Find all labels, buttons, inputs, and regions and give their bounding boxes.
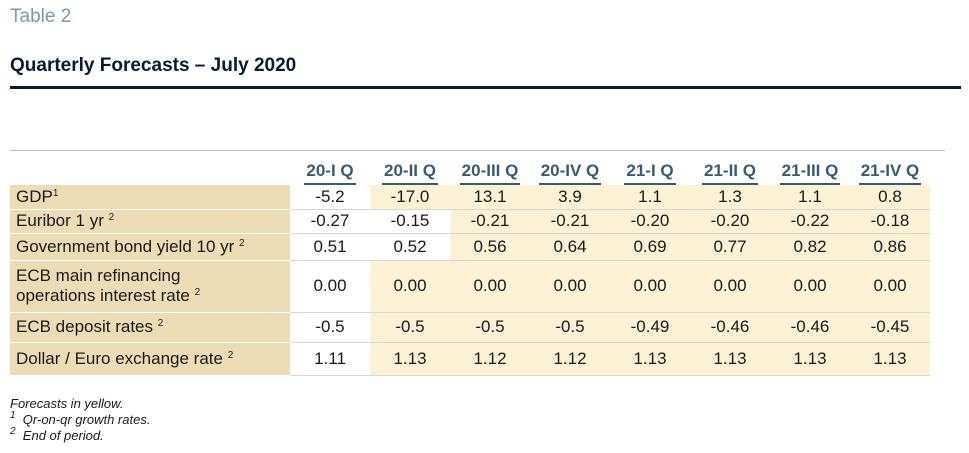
table-cell: 3.9: [530, 185, 610, 210]
table-cell: 0.51: [290, 233, 370, 261]
table-row: Euribor 1 yr 2 -0.27 -0.15 -0.21 -0.21 -…: [10, 209, 930, 234]
table-row: GDP1 -5.2 -17.0 13.1 3.9 1.1 1.3 1.1 0.8: [10, 185, 930, 210]
table-cell: -17.0: [370, 185, 450, 210]
column-header: 20-III Q: [450, 155, 530, 185]
column-header: 20-IV Q: [530, 155, 610, 185]
table-cell: 0.52: [370, 233, 450, 261]
table-cell: -0.5: [450, 312, 530, 343]
table-cell: 0.77: [690, 233, 770, 261]
table-cell: 0.00: [290, 260, 370, 313]
table-label: Table 2: [10, 6, 72, 27]
header-blank-cell: [10, 155, 290, 185]
column-header: 21-I Q: [610, 155, 690, 185]
column-header: 21-IV Q: [850, 155, 930, 185]
table-cell: 1.1: [610, 185, 690, 210]
column-header: 20-II Q: [370, 155, 450, 185]
table-cell: -0.46: [770, 312, 850, 343]
table-top-rule: [10, 150, 945, 151]
table-cell: 1.12: [450, 342, 530, 376]
table-cell: 0.00: [850, 260, 930, 313]
table-title: Quarterly Forecasts – July 2020: [10, 55, 297, 76]
table-cell: 1.3: [690, 185, 770, 210]
table-cell: 0.00: [610, 260, 690, 313]
table-cell: 1.13: [370, 342, 450, 376]
table-cell: -0.5: [530, 312, 610, 343]
table-cell: 0.86: [850, 233, 930, 261]
table-cell: -0.15: [370, 209, 450, 234]
table-cell: -0.22: [770, 209, 850, 234]
table-cell: -0.21: [450, 209, 530, 234]
row-label: Government bond yield 10 yr 2: [10, 233, 290, 261]
table-cell: 0.00: [770, 260, 850, 313]
table-cell: -0.20: [690, 209, 770, 234]
table-cell: 0.82: [770, 233, 850, 261]
table-cell: 0.64: [530, 233, 610, 261]
row-label: Euribor 1 yr 2: [10, 209, 290, 234]
table-cell: -0.45: [850, 312, 930, 343]
table-cell: -0.46: [690, 312, 770, 343]
footnote-2: 2 End of period.: [10, 426, 104, 444]
table-cell: 1.13: [610, 342, 690, 376]
table-cell: 0.69: [610, 233, 690, 261]
table-cell: -0.21: [530, 209, 610, 234]
table-cell: -5.2: [290, 185, 370, 210]
table-cell: 0.00: [530, 260, 610, 313]
forecast-note: Forecasts in yellow.: [10, 396, 124, 411]
column-header: 21-III Q: [770, 155, 850, 185]
row-label: ECB main refinancing operations interest …: [10, 260, 290, 313]
table-cell: 1.13: [690, 342, 770, 376]
footnote-1: 1 Qr-on-qr growth rates.: [10, 410, 151, 428]
table-cell: 0.00: [450, 260, 530, 313]
row-label: ECB deposit rates 2: [10, 312, 290, 343]
table-cell: -0.18: [850, 209, 930, 234]
table-cell: -0.5: [290, 312, 370, 343]
table-row: Dollar / Euro exchange rate 2 1.11 1.13 …: [10, 342, 930, 376]
column-header: 21-II Q: [690, 155, 770, 185]
table-cell: 1.13: [850, 342, 930, 376]
row-label: Dollar / Euro exchange rate 2: [10, 342, 290, 376]
footnotes: Forecasts in yellow. 1 Qr-on-qr growth r…: [10, 396, 150, 444]
table-cell: 13.1: [450, 185, 530, 210]
table-cell: -0.49: [610, 312, 690, 343]
title-rule: [10, 86, 961, 89]
table-cell: 1.1: [770, 185, 850, 210]
table-cell: -0.27: [290, 209, 370, 234]
table-cell: -0.5: [370, 312, 450, 343]
table-row: ECB deposit rates 2 -0.5 -0.5 -0.5 -0.5 …: [10, 312, 930, 343]
table-cell: 1.13: [770, 342, 850, 376]
row-label: GDP1: [10, 185, 290, 210]
table-cell: 0.00: [370, 260, 450, 313]
table-cell: 1.12: [530, 342, 610, 376]
table-row: ECB main refinancing operations interest …: [10, 260, 930, 313]
table-row: Government bond yield 10 yr 2 0.51 0.52 …: [10, 233, 930, 261]
table-cell: 0.00: [690, 260, 770, 313]
table-cell: 0.8: [850, 185, 930, 210]
table-cell: 0.56: [450, 233, 530, 261]
table-header-row: 20-I Q 20-II Q 20-III Q 20-IV Q 21-I Q 2…: [10, 155, 930, 185]
column-header: 20-I Q: [290, 155, 370, 185]
table-cell: 1.11: [290, 342, 370, 376]
forecast-table: 20-I Q 20-II Q 20-III Q 20-IV Q 21-I Q 2…: [10, 155, 930, 376]
table-cell: -0.20: [610, 209, 690, 234]
